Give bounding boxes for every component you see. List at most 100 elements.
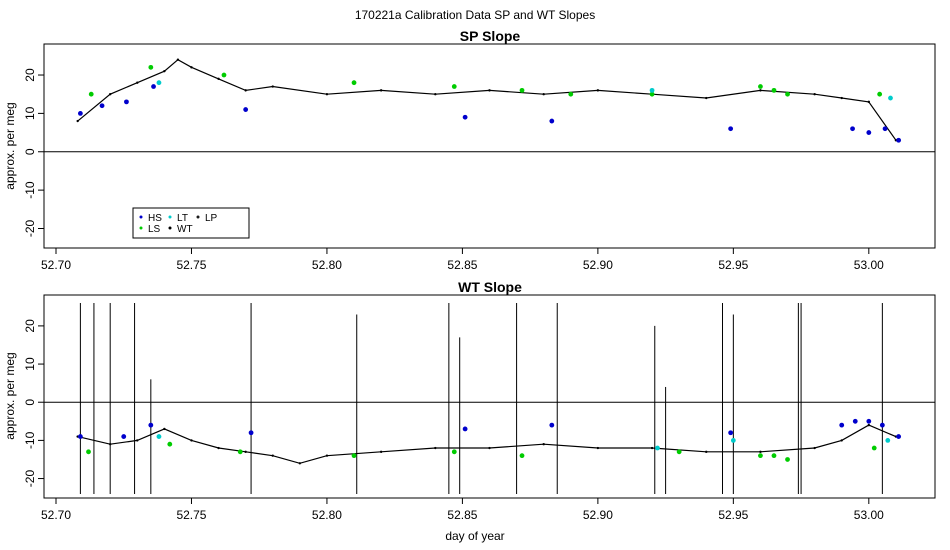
- data-point-hs: [850, 126, 855, 132]
- y-tick-label: -20: [23, 219, 37, 237]
- data-point-wt: [379, 89, 383, 92]
- data-point-ls: [88, 91, 94, 97]
- x-tick-label: 53.00: [854, 258, 884, 272]
- data-point-hs: [866, 418, 872, 424]
- data-point-hs: [882, 126, 888, 132]
- x-tick-label: 52.75: [176, 258, 206, 272]
- data-point-ls: [649, 91, 655, 97]
- legend-lt-marker: [168, 215, 172, 219]
- data-point-lt: [649, 87, 655, 93]
- wt-ylabel: approx. per meg: [3, 352, 17, 439]
- data-point-wt: [176, 58, 180, 61]
- y-tick-label: 10: [23, 357, 37, 371]
- data-point-wt: [217, 446, 220, 450]
- data-point-ls: [676, 449, 682, 455]
- sp-slope-panel: SP Slope approx. per meg 52.70 52.75 52.80…: [3, 28, 936, 272]
- data-point-wt: [542, 93, 545, 96]
- wt-ticks: 52.70 52.75 52.80 52.85 52.90 52.95 53.00 -20 -1…: [23, 319, 884, 522]
- x-tick-label: 52.85: [447, 258, 477, 272]
- data-point-wt: [163, 427, 166, 431]
- data-point-ls: [877, 91, 883, 97]
- legend-box: [132, 207, 250, 239]
- y-tick-label: 0: [23, 148, 37, 155]
- data-point-wt: [434, 93, 437, 96]
- y-tick-label: -10: [23, 181, 37, 199]
- data-point-ls: [758, 84, 763, 89]
- data-point-wt: [108, 443, 112, 446]
- data-point-wt: [244, 450, 247, 454]
- data-point-ls: [351, 453, 357, 459]
- data-point-wt: [298, 462, 302, 465]
- data-point-hs: [896, 434, 902, 439]
- data-point-ls: [237, 449, 243, 455]
- data-point-hs: [77, 110, 83, 116]
- data-point-wt: [325, 93, 329, 96]
- legend-lp-label: LP: [205, 213, 218, 224]
- x-tick-label: 52.90: [583, 258, 613, 272]
- data-point-hs: [148, 422, 154, 428]
- data-point-ls: [351, 80, 357, 86]
- data-point-hs: [121, 434, 127, 439]
- data-point-ls: [771, 453, 777, 459]
- data-point-ls: [785, 91, 790, 97]
- data-point-ls: [451, 449, 457, 455]
- x-tick-label: 52.80: [312, 508, 342, 522]
- wt-slope-panel: WT Slope approx. per meg 52.70 52.75 52.80…: [3, 279, 936, 543]
- data-point-hs: [879, 422, 885, 428]
- data-point-lt: [156, 434, 162, 439]
- y-tick-label: 0: [23, 399, 37, 406]
- data-point-ls: [758, 453, 763, 459]
- data-point-wt: [379, 450, 383, 454]
- y-tick-label: -20: [23, 470, 37, 488]
- sp-marks: [44, 58, 935, 153]
- y-tick-label: -10: [23, 431, 37, 449]
- data-point-wt: [271, 85, 274, 88]
- data-point-ls: [451, 84, 457, 89]
- data-point-hs: [549, 422, 555, 428]
- data-point-hs: [852, 418, 858, 424]
- legend-lp-marker: [196, 215, 200, 219]
- sp-ylabel: approx. per meg: [3, 102, 17, 189]
- data-point-hs: [866, 130, 872, 135]
- x-tick-label: 52.80: [312, 258, 342, 272]
- data-point-ls: [771, 87, 777, 93]
- data-point-ls: [519, 453, 525, 459]
- data-point-hs: [99, 103, 105, 109]
- data-point-wt: [163, 69, 166, 73]
- figure-title: 170221a Calibration Data SP and WT Slope…: [355, 8, 595, 22]
- wt-plot-frame: [43, 294, 936, 499]
- wt-marks: [44, 303, 935, 494]
- wt-slope-title: WT Slope: [458, 279, 522, 295]
- x-tick-label: 52.95: [718, 258, 748, 272]
- data-point-wt: [542, 443, 545, 446]
- data-point-hs: [728, 430, 734, 436]
- sp-ticks: 52.70 52.75 52.80 52.85 52.90 52.95 53.00 -20 -1…: [23, 68, 884, 272]
- legend-ls-marker: [139, 226, 143, 230]
- legend: HS LS LT WT LP: [132, 207, 250, 239]
- y-tick-label: 20: [23, 68, 37, 82]
- data-point-ls: [221, 72, 227, 78]
- x-tick-label: 52.90: [583, 508, 613, 522]
- data-point-wt: [596, 89, 600, 92]
- data-point-hs: [462, 114, 468, 120]
- data-point-wt: [759, 450, 762, 454]
- data-point-hs: [896, 137, 902, 143]
- data-point-wt: [840, 439, 843, 442]
- sp-slope-title: SP Slope: [460, 28, 521, 44]
- data-point-hs: [124, 99, 129, 105]
- data-point-hs: [839, 422, 845, 428]
- data-point-wt: [434, 446, 437, 450]
- data-point-lt: [156, 80, 162, 86]
- data-point-hs: [151, 84, 156, 89]
- data-point-hs: [248, 430, 254, 436]
- x-tick-label: 52.95: [718, 508, 748, 522]
- x-tick-label: 52.70: [41, 508, 71, 522]
- data-point-ls: [568, 91, 574, 97]
- data-point-hs: [77, 434, 83, 439]
- data-point-wt: [813, 93, 816, 96]
- data-point-wt: [840, 96, 843, 100]
- data-point-wt: [271, 454, 274, 457]
- x-tick-label: 52.85: [447, 508, 477, 522]
- data-point-wt: [705, 450, 708, 454]
